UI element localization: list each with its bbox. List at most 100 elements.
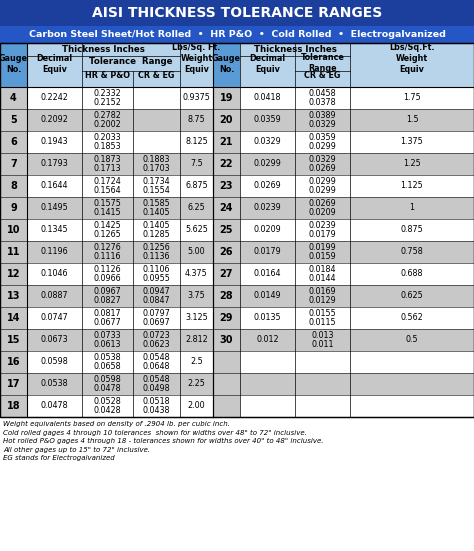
Bar [213, 329, 240, 351]
Text: 0.0359: 0.0359 [309, 133, 337, 142]
Bar [240, 87, 474, 109]
Bar [0, 43, 474, 417]
Text: 0.0817: 0.0817 [94, 309, 121, 318]
Text: 0.1265: 0.1265 [94, 230, 121, 239]
Bar [240, 285, 474, 307]
Text: 0.0458: 0.0458 [309, 89, 337, 98]
Text: 0.0847: 0.0847 [143, 296, 170, 305]
Bar [213, 87, 240, 109]
Text: 0.0155: 0.0155 [309, 309, 337, 318]
Text: 0.1285: 0.1285 [143, 230, 170, 239]
Text: 20: 20 [220, 115, 233, 125]
Text: 0.0129: 0.0129 [309, 296, 337, 305]
Bar [27, 285, 213, 307]
Text: 0.0478: 0.0478 [41, 402, 68, 410]
Bar [213, 219, 240, 241]
Text: 18: 18 [7, 401, 20, 411]
Text: 0.1703: 0.1703 [143, 164, 170, 173]
Bar [240, 175, 474, 197]
Bar [0, 0, 474, 26]
Bar [0, 263, 27, 285]
Text: 6.25: 6.25 [188, 203, 205, 213]
Bar [213, 395, 240, 417]
Text: 7.5: 7.5 [190, 159, 203, 169]
Bar [0, 395, 27, 417]
Text: 25: 25 [220, 225, 233, 235]
Text: 0.0184: 0.0184 [309, 265, 336, 274]
Bar [27, 153, 213, 175]
Text: 7: 7 [10, 159, 17, 169]
Text: 0.1345: 0.1345 [41, 225, 68, 235]
Text: 16: 16 [7, 357, 20, 367]
Text: 0.1883: 0.1883 [143, 155, 170, 164]
Text: 1.25: 1.25 [403, 159, 421, 169]
Text: 4: 4 [10, 93, 17, 103]
Text: 0.0209: 0.0209 [254, 225, 282, 235]
Text: 0.0697: 0.0697 [143, 318, 170, 327]
Text: 0.0164: 0.0164 [254, 269, 281, 278]
Text: 0.0179: 0.0179 [254, 247, 282, 257]
Bar [0, 373, 27, 395]
Text: 1.125: 1.125 [401, 181, 423, 191]
Text: 8.125: 8.125 [185, 138, 208, 147]
Text: Weight
Equiv: Weight Equiv [396, 55, 428, 74]
Bar [213, 109, 240, 131]
Text: 0.1196: 0.1196 [41, 247, 68, 257]
Text: 3.125: 3.125 [185, 314, 208, 322]
Text: 0.1126: 0.1126 [94, 265, 121, 274]
Text: Carbon Steel Sheet/Hot Rolled  •  HR P&O  •  Cold Rolled  •  Electrogalvanized: Carbon Steel Sheet/Hot Rolled • HR P&O •… [28, 30, 446, 39]
Text: 0.0149: 0.0149 [254, 291, 281, 300]
Bar [240, 153, 474, 175]
Text: 0.9375: 0.9375 [182, 94, 210, 102]
Text: 0.0658: 0.0658 [94, 362, 121, 371]
Bar [240, 109, 474, 131]
Bar [0, 87, 27, 109]
Text: Lbs/Sq. Ft.: Lbs/Sq. Ft. [173, 44, 220, 52]
Text: 15: 15 [7, 335, 20, 345]
Text: 23: 23 [220, 181, 233, 191]
Text: 13: 13 [7, 291, 20, 301]
Bar [27, 219, 213, 241]
Bar [0, 351, 27, 373]
Text: 0.0598: 0.0598 [41, 358, 68, 366]
Text: 14: 14 [7, 313, 20, 323]
Text: 12: 12 [7, 269, 20, 279]
Text: 0.1575: 0.1575 [93, 199, 121, 208]
Text: 0.0329: 0.0329 [254, 138, 282, 147]
Text: 0.625: 0.625 [401, 291, 423, 300]
Bar [0, 285, 27, 307]
Text: Decimal
Equiv: Decimal Equiv [249, 55, 285, 74]
Bar [240, 197, 474, 219]
Bar [240, 329, 474, 351]
Text: 0.0966: 0.0966 [94, 274, 121, 283]
Bar [240, 351, 474, 373]
Text: CR & EG: CR & EG [304, 72, 341, 80]
Text: 0.0548: 0.0548 [143, 375, 170, 384]
Text: 0.0329: 0.0329 [309, 120, 337, 129]
Text: 0.1554: 0.1554 [143, 186, 170, 195]
Text: Cold rolled gages 4 through 10 tolerances  shown for widths over 48" to 72" incl: Cold rolled gages 4 through 10 tolerance… [3, 429, 307, 436]
Bar [0, 153, 27, 175]
Text: 2.5: 2.5 [190, 358, 203, 366]
Text: 2.25: 2.25 [188, 380, 205, 388]
Bar [27, 263, 213, 285]
Text: 27: 27 [220, 269, 233, 279]
Text: 0.2152: 0.2152 [93, 98, 121, 107]
Bar [240, 307, 474, 329]
Text: EG stands for Electrogalvanized: EG stands for Electrogalvanized [3, 455, 115, 461]
Text: 0.0269: 0.0269 [309, 199, 337, 208]
Text: 0.0169: 0.0169 [309, 287, 337, 296]
Bar [213, 285, 240, 307]
Text: 0.688: 0.688 [401, 269, 423, 278]
Text: Thickness Inches: Thickness Inches [62, 46, 145, 55]
Text: 0.1564: 0.1564 [94, 186, 121, 195]
Text: 0.2332: 0.2332 [94, 89, 121, 98]
Text: 0.0115: 0.0115 [309, 318, 337, 327]
Text: 0.1495: 0.1495 [41, 203, 68, 213]
Text: 0.5: 0.5 [406, 336, 419, 344]
Text: 0.2782: 0.2782 [93, 111, 121, 120]
Bar [0, 329, 27, 351]
Text: 0.1713: 0.1713 [94, 164, 121, 173]
Text: 0.1256: 0.1256 [143, 243, 170, 252]
Text: 0.0598: 0.0598 [94, 375, 121, 384]
